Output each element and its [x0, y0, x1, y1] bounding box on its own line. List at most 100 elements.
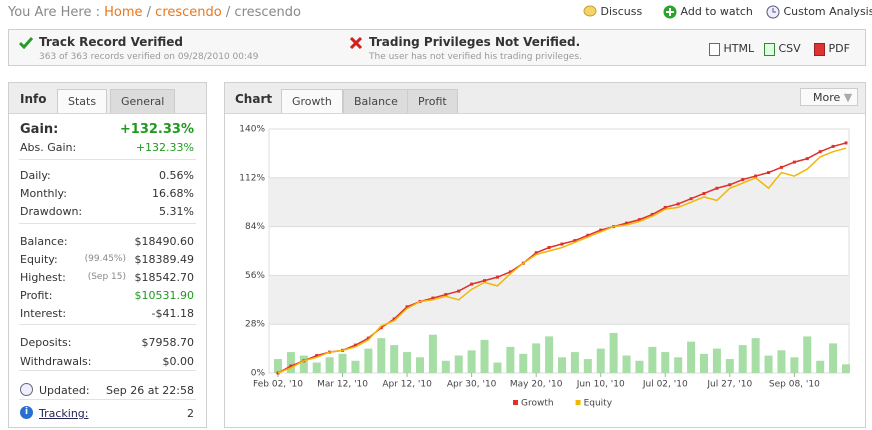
tab[interactable]: Growth — [281, 89, 343, 113]
bar — [364, 348, 373, 373]
x-tick-label: Mar 12, '10 — [317, 380, 368, 390]
html-icon — [709, 42, 720, 56]
bar — [467, 350, 476, 373]
row-label: Highest: — [20, 271, 66, 284]
trading-detail: The user has not verified his trading pr… — [369, 52, 582, 62]
breadcrumb-link[interactable]: Home — [104, 5, 143, 20]
point — [534, 251, 538, 255]
discuss-button[interactable]: Discuss — [583, 5, 642, 19]
legend-swatch — [513, 400, 518, 405]
tab[interactable]: General — [110, 89, 176, 113]
y-tick-label: 112% — [239, 173, 265, 183]
point — [444, 293, 448, 297]
more-label: More — [813, 91, 841, 104]
point — [315, 354, 319, 358]
point — [392, 317, 396, 321]
point — [560, 242, 564, 246]
point — [754, 174, 758, 178]
x-tick-label: Apr 30, '10 — [447, 380, 497, 390]
tab[interactable]: Balance — [343, 89, 409, 113]
analysis-button[interactable]: Custom Analysis — [766, 5, 872, 19]
x-tick-label: Jul 02, '10 — [642, 380, 688, 390]
row-value: $10531.90 — [134, 289, 195, 302]
bar — [325, 357, 334, 373]
row-label[interactable]: Tracking: — [39, 407, 89, 420]
point — [728, 183, 732, 187]
bar — [674, 357, 683, 373]
track-title: Track Record Verified — [39, 35, 183, 49]
row-label: Equity: — [20, 253, 58, 266]
point — [289, 364, 293, 368]
info-panel: Info Stats General Gain: +132.33% Abs. G… — [8, 82, 207, 428]
action-label: Discuss — [600, 5, 643, 18]
point — [379, 326, 383, 330]
export-html[interactable]: HTML — [709, 42, 754, 56]
point — [405, 305, 409, 309]
legend-swatch — [575, 400, 581, 405]
bar — [648, 346, 657, 373]
x-tick-label: May 20, '10 — [510, 380, 563, 390]
row-value: 5.31% — [159, 205, 194, 218]
bar — [596, 348, 605, 373]
tab[interactable]: Profit — [407, 89, 458, 113]
plot-area — [268, 128, 850, 374]
bar — [700, 353, 708, 373]
grid-band — [269, 275, 849, 325]
point — [805, 157, 809, 161]
row-value: $7958.70 — [141, 336, 195, 349]
row-label: Updated: — [39, 384, 90, 397]
point — [599, 228, 603, 232]
row-value: -$41.18 — [151, 307, 194, 320]
breadcrumb-link[interactable]: crescendo — [155, 5, 222, 20]
bar — [519, 353, 528, 373]
bar — [286, 352, 295, 373]
bar — [390, 345, 399, 373]
point — [457, 289, 461, 293]
csv-icon — [764, 42, 775, 56]
point — [715, 186, 719, 190]
bar — [609, 332, 618, 373]
gain-value: +132.33% — [119, 122, 194, 137]
x-tick-label: Jul 27, '10 — [706, 380, 752, 390]
point — [637, 218, 641, 222]
info-icon: i — [20, 406, 33, 419]
y-tick-label: 84% — [245, 222, 265, 232]
row-label: Profit: — [20, 289, 53, 302]
bar — [299, 355, 308, 373]
bar — [635, 360, 644, 373]
info-tabbar: Info Stats General — [9, 83, 206, 114]
panel-label: Info — [20, 92, 47, 106]
bar — [338, 353, 347, 373]
more-dropdown[interactable]: More ▼ — [800, 88, 858, 106]
row-value: 16.68% — [152, 187, 194, 200]
pdf-icon — [814, 42, 825, 56]
bar — [558, 357, 566, 373]
bar — [312, 362, 321, 373]
export-pdf[interactable]: PDF — [814, 42, 850, 56]
chart: 0% 28% 56% 84% 112% 140% Feb 02, '10 Mar 12, '1… — [239, 125, 850, 409]
tab[interactable]: Stats — [57, 89, 108, 113]
bar — [428, 334, 437, 373]
point — [702, 191, 706, 195]
breadcrumb-prefix: You Are Here : — [8, 5, 100, 20]
point — [818, 150, 822, 154]
point — [508, 270, 512, 274]
point — [353, 343, 357, 347]
x-tick-label: Feb 02, '10 — [253, 380, 303, 390]
x-tick-label: Sep 08, '10 — [769, 380, 820, 390]
bar — [842, 364, 850, 373]
clock-icon — [766, 5, 780, 19]
chart-panel: Chart Growth Balance Profit More ▼ 0% 28%… — [224, 82, 866, 428]
export-csv[interactable]: CSV — [764, 42, 801, 56]
point — [573, 239, 577, 243]
point — [792, 160, 796, 164]
row-value: $18490.60 — [134, 235, 195, 248]
bar — [454, 355, 463, 373]
point — [625, 221, 629, 225]
breadcrumb: You Are Here : Home / crescendo / cresce… — [8, 5, 301, 20]
bar — [829, 343, 838, 373]
watch-button[interactable]: Add to watch — [663, 5, 753, 19]
bar — [661, 352, 670, 373]
legend-label: Growth — [521, 399, 554, 409]
export-label: PDF — [828, 42, 850, 55]
